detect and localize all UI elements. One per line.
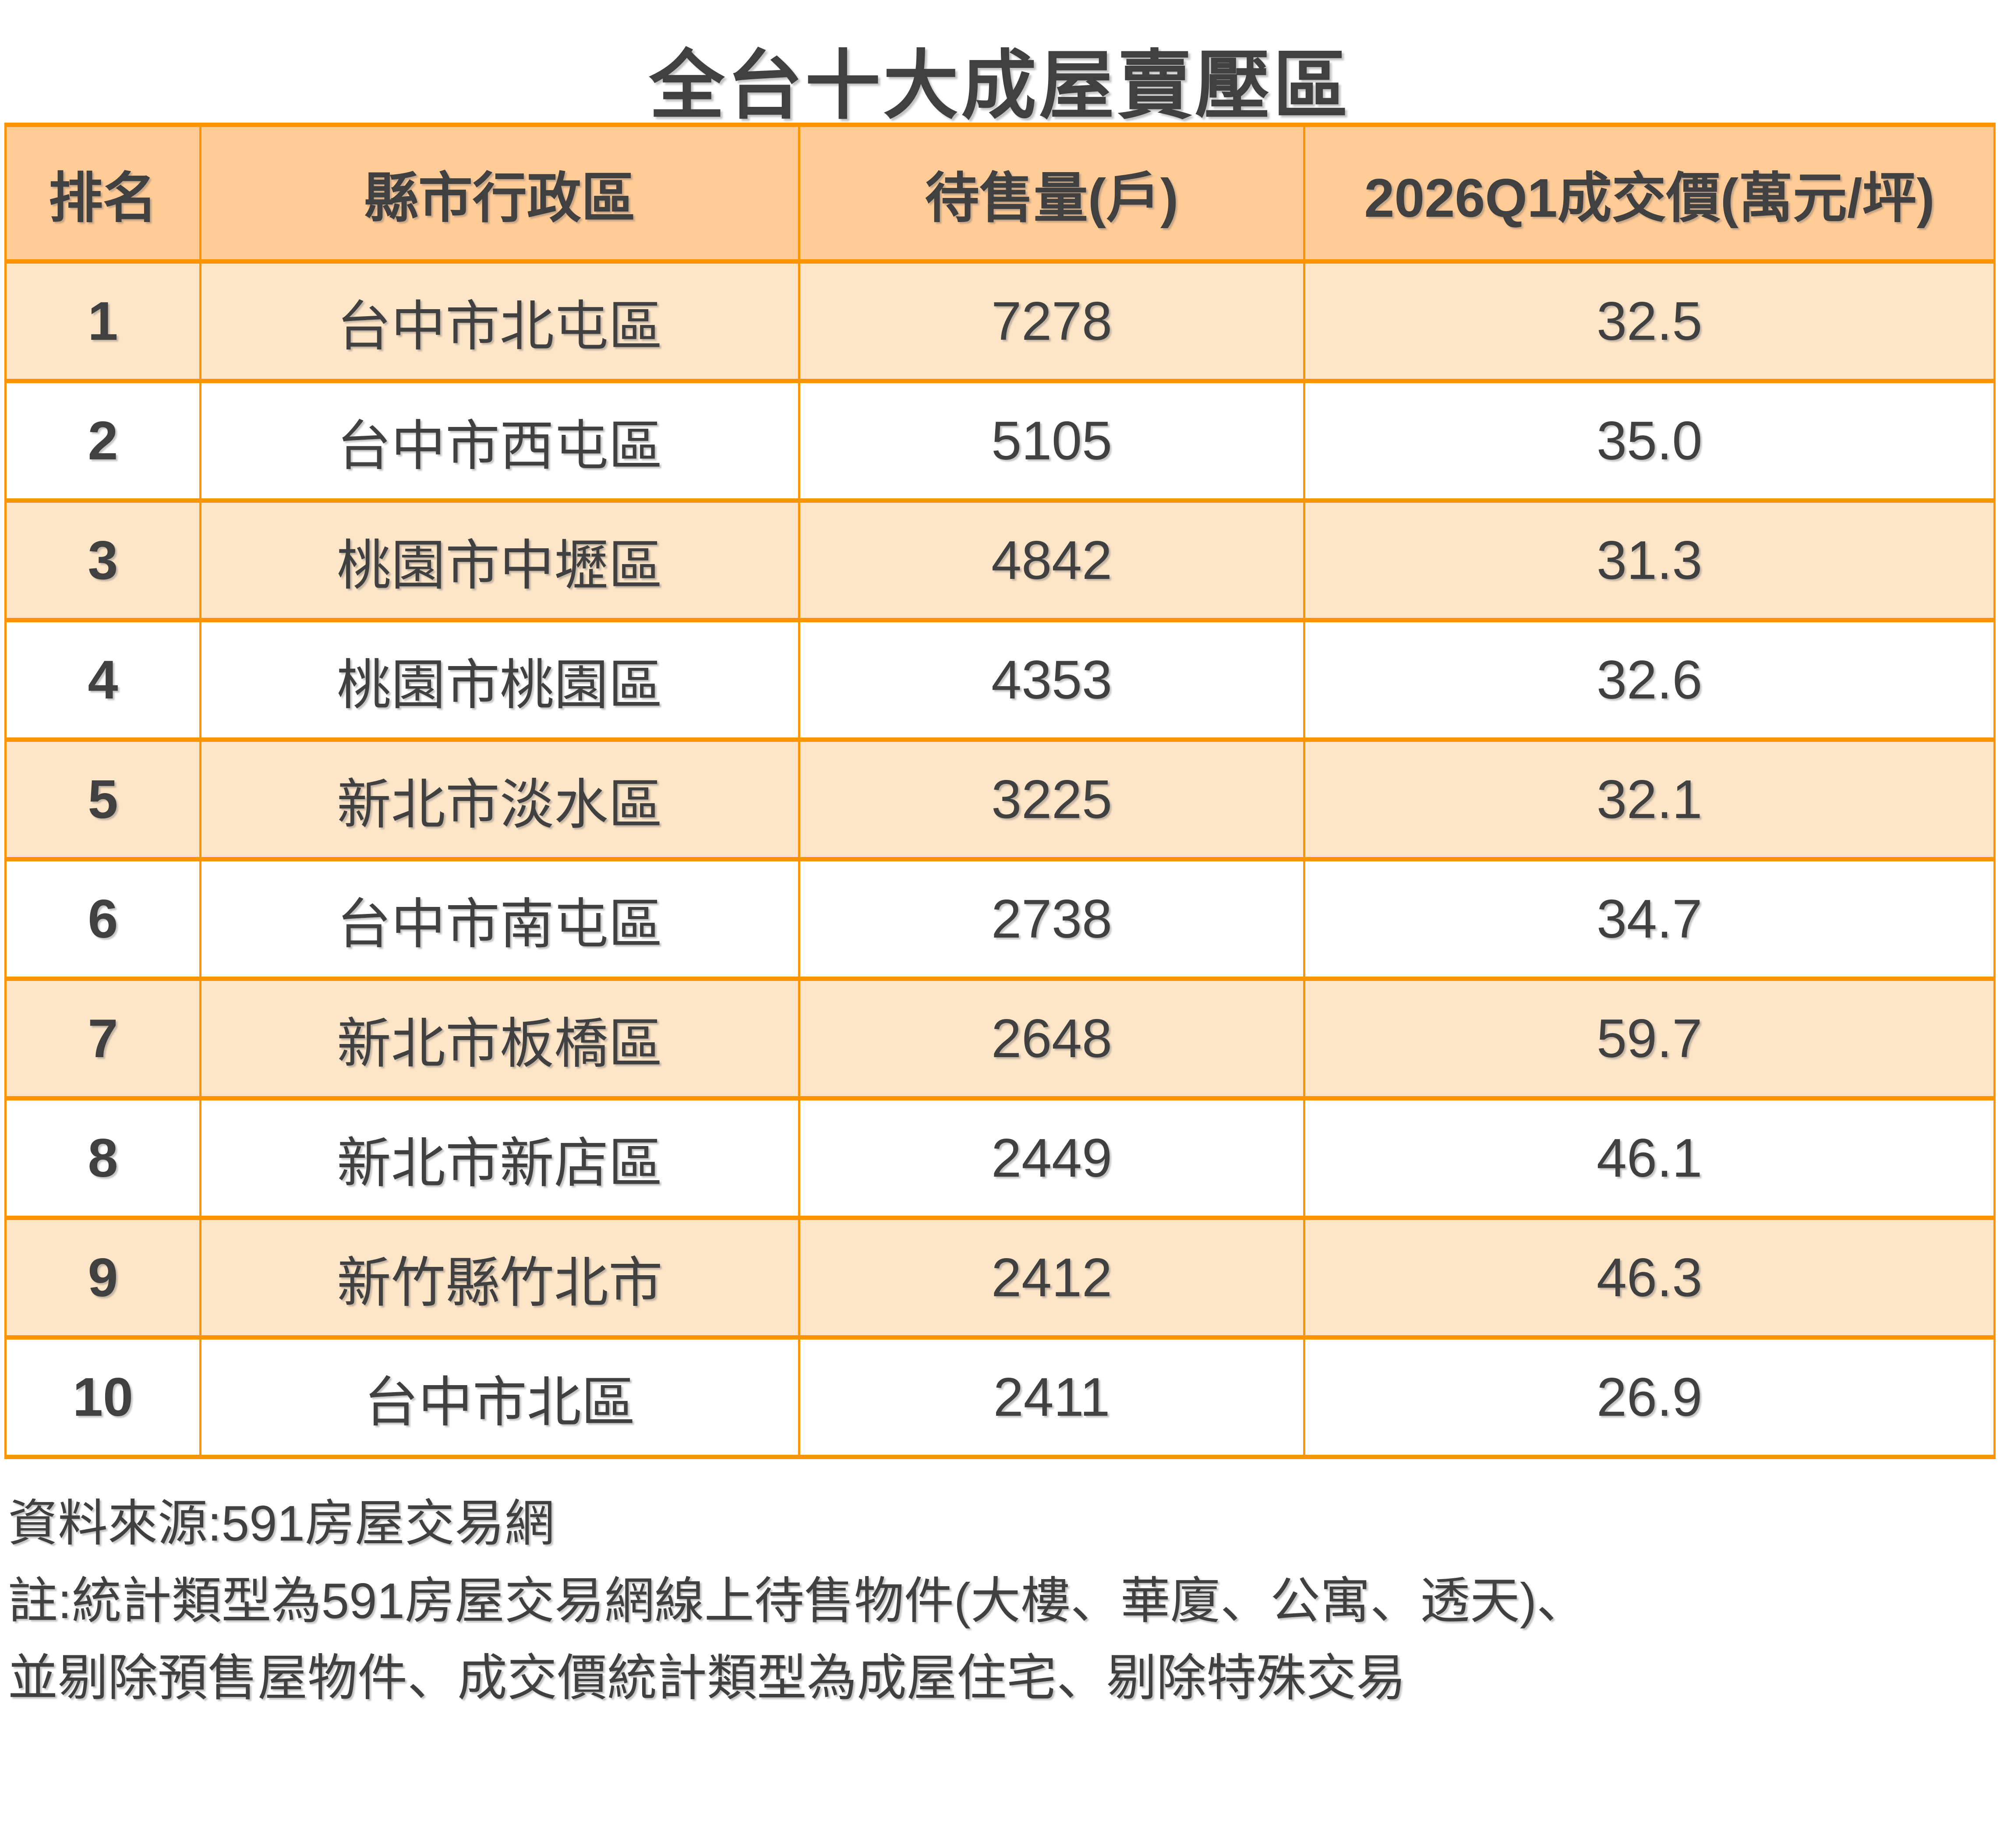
inventory-cell: 2449 <box>798 1096 1306 1220</box>
rank-cell: 7 <box>4 977 202 1100</box>
rank-cell: 2 <box>4 379 202 503</box>
district-cell: 新北市新店區 <box>199 1096 800 1220</box>
table-row: 8 新北市新店區 2449 46.1 <box>4 1096 1996 1220</box>
column-header-district: 縣市行政區 <box>199 123 800 264</box>
table-row: 7 新北市板橋區 2648 59.7 <box>4 977 1996 1100</box>
inventory-cell: 5105 <box>798 379 1306 503</box>
stat-note-line-1: 註:統計類型為591房屋交易網線上待售物件(大樓、華廈、公寓、透天)、 <box>8 1573 1587 1629</box>
inventory-cell: 4353 <box>798 618 1306 742</box>
table-row: 2 台中市西屯區 5105 35.0 <box>4 379 1996 503</box>
table-row: 9 新竹縣竹北市 2412 46.3 <box>4 1216 1996 1340</box>
inventory-cell: 2411 <box>798 1335 1306 1459</box>
district-cell: 台中市北屯區 <box>199 259 800 383</box>
rank-cell: 1 <box>4 259 202 383</box>
rank-cell: 8 <box>4 1096 202 1220</box>
table-row: 3 桃園市中壢區 4842 31.3 <box>4 498 1996 622</box>
rank-cell: 10 <box>4 1335 202 1459</box>
price-cell: 59.7 <box>1303 977 1996 1100</box>
table-row: 1 台中市北屯區 7278 32.5 <box>4 259 1996 383</box>
district-cell: 桃園市桃園區 <box>199 618 800 742</box>
inventory-cell: 2738 <box>798 857 1306 981</box>
rank-cell: 4 <box>4 618 202 742</box>
table-row: 10 台中市北區 2411 26.9 <box>4 1335 1996 1459</box>
ranking-table: 排名 縣市行政區 待售量(戶) 2026Q1成交價(萬元/坪) 1 台中市北屯區… <box>4 123 1996 1459</box>
district-cell: 新北市板橋區 <box>199 977 800 1100</box>
inventory-cell: 2648 <box>798 977 1306 1100</box>
price-cell: 35.0 <box>1303 379 1996 503</box>
rank-cell: 6 <box>4 857 202 981</box>
district-cell: 新北市淡水區 <box>199 737 800 861</box>
column-header-rank: 排名 <box>4 123 202 264</box>
price-cell: 31.3 <box>1303 498 1996 622</box>
rank-cell: 3 <box>4 498 202 622</box>
inventory-cell: 7278 <box>798 259 1306 383</box>
stat-note-line-2: 並剔除預售屋物件、成交價統計類型為成屋住宅、剔除特殊交易 <box>8 1651 1406 1707</box>
column-header-inventory: 待售量(戶) <box>798 123 1306 264</box>
price-cell: 34.7 <box>1303 857 1996 981</box>
inventory-cell: 4842 <box>798 498 1306 622</box>
inventory-cell: 2412 <box>798 1216 1306 1340</box>
price-cell: 26.9 <box>1303 1335 1996 1459</box>
district-cell: 台中市南屯區 <box>199 857 800 981</box>
price-cell: 32.6 <box>1303 618 1996 742</box>
data-source-note: 資料來源:591房屋交易網 <box>8 1496 555 1552</box>
price-cell: 46.3 <box>1303 1216 1996 1340</box>
price-cell: 32.1 <box>1303 737 1996 861</box>
table-row: 4 桃園市桃園區 4353 32.6 <box>4 618 1996 742</box>
rank-cell: 5 <box>4 737 202 861</box>
price-cell: 32.5 <box>1303 259 1996 383</box>
column-header-price: 2026Q1成交價(萬元/坪) <box>1303 123 1996 264</box>
table-row: 6 台中市南屯區 2738 34.7 <box>4 857 1996 981</box>
district-cell: 台中市北區 <box>199 1335 800 1459</box>
district-cell: 桃園市中壢區 <box>199 498 800 622</box>
rank-cell: 9 <box>4 1216 202 1340</box>
page-title: 全台十大成屋賣壓區 <box>649 44 1351 128</box>
district-cell: 台中市西屯區 <box>199 379 800 503</box>
price-cell: 46.1 <box>1303 1096 1996 1220</box>
header-row: 排名 縣市行政區 待售量(戶) 2026Q1成交價(萬元/坪) <box>4 123 1996 264</box>
inventory-cell: 3225 <box>798 737 1306 861</box>
footer-notes: 資料來源:591房屋交易網 註:統計類型為591房屋交易網線上待售物件(大樓、華… <box>8 1485 2000 1718</box>
table-row: 5 新北市淡水區 3225 32.1 <box>4 737 1996 861</box>
district-cell: 新竹縣竹北市 <box>199 1216 800 1340</box>
